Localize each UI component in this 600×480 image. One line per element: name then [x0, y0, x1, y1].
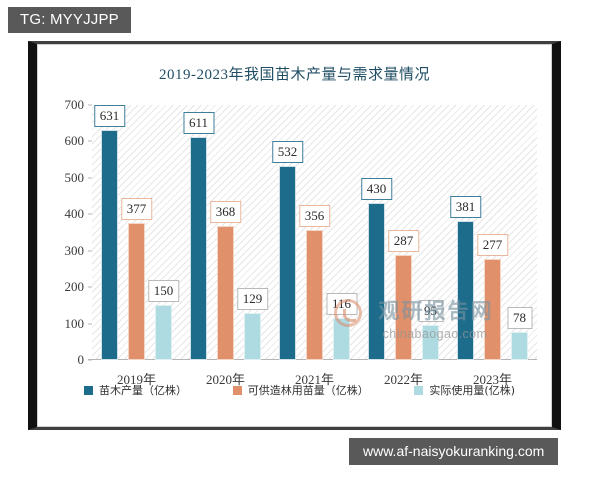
data-label: 150 — [147, 280, 180, 303]
bar-2019年-series1[interactable] — [128, 222, 145, 360]
legend-swatch-icon — [414, 385, 424, 395]
x-axis-tick-label: 2023年 — [472, 372, 513, 387]
footer-url: www.af-naisyokuranking.com — [349, 438, 559, 465]
plot-area: 0 100 200 300 400 500 600 700 631 377 150 611 368 12… — [65, 97, 537, 387]
legend-item-2[interactable]: 实际使用量(亿株) — [414, 382, 515, 398]
x-axis-tick-label: 2021年 — [294, 372, 335, 387]
y-axis-tick-label: 600 — [64, 133, 85, 149]
data-label: 95 — [418, 300, 443, 323]
bar-2022年-series2[interactable] — [422, 325, 439, 360]
y-axis-tick-label: 700 — [64, 97, 85, 112]
y-axis-tick-mark — [88, 140, 92, 142]
bar-2021年-series2[interactable] — [333, 317, 350, 360]
tg-tag: TG: MYYJJPP — [8, 7, 131, 33]
y-axis-tick-mark — [88, 250, 92, 252]
y-axis-tick-mark — [88, 286, 92, 288]
bar-2021年-series1[interactable] — [306, 230, 323, 360]
bar-2022年-series0[interactable] — [368, 203, 385, 360]
data-label: 430 — [360, 178, 393, 201]
legend-swatch-icon — [84, 385, 93, 395]
x-axis-tick-label: 2019年 — [116, 372, 157, 387]
y-axis-tick-label: 0 — [77, 352, 85, 367]
data-label: 381 — [449, 196, 482, 219]
chart-card: 2019-2023年我国苗木产量与需求量情况 0 100 200 300 400 500 6… — [28, 41, 561, 430]
bar-2020年-series2[interactable] — [244, 313, 261, 360]
bar-2021年-series0[interactable] — [279, 166, 296, 360]
bar-group: 430 287 95 — [359, 105, 448, 360]
y-axis-tick-mark — [88, 213, 92, 215]
data-label: 356 — [298, 205, 331, 228]
data-label: 377 — [120, 197, 153, 220]
bar-2019年-series0[interactable] — [101, 130, 118, 360]
bar-group: 631 377 150 — [92, 105, 181, 360]
data-label: 368 — [209, 200, 242, 223]
y-axis-tick-label: 100 — [64, 315, 85, 331]
data-label: 116 — [325, 292, 358, 315]
legend-label: 实际使用量(亿株) — [429, 384, 515, 397]
bar-group: 611 368 129 — [181, 105, 270, 360]
data-label: 287 — [387, 230, 420, 253]
legend-item-1[interactable]: 可供造林用苗量（亿株） — [232, 382, 369, 398]
data-label: 129 — [236, 288, 269, 311]
chart-legend: 苗木产量（亿株） 可供造林用苗量（亿株） 实际使用量(亿株) — [70, 377, 529, 403]
bar-2023年-series0[interactable] — [457, 221, 474, 360]
bar-2023年-series2[interactable] — [511, 331, 528, 360]
bar-group: 532 356 116 — [270, 105, 359, 360]
y-axis-tick-mark — [88, 104, 92, 106]
bar-2020年-series0[interactable] — [190, 137, 207, 360]
legend-label: 苗木产量（亿株） — [99, 384, 187, 397]
legend-label: 可供造林用苗量（亿株） — [247, 384, 369, 397]
data-label: 78 — [507, 306, 532, 329]
x-axis-tick-label: 2022年 — [383, 372, 424, 387]
data-label: 631 — [93, 105, 126, 128]
chart-card-inner: 2019-2023年我国苗木产量与需求量情况 0 100 200 300 400 500 6… — [37, 44, 552, 427]
data-label: 277 — [476, 234, 509, 257]
bar-2022年-series1[interactable] — [395, 255, 412, 360]
y-axis-tick-label: 200 — [64, 279, 85, 295]
data-label: 532 — [271, 141, 304, 164]
bar-group: 381 277 78 — [448, 105, 537, 360]
y-axis-tick-mark — [88, 177, 92, 179]
y-axis-tick-label: 400 — [64, 206, 85, 222]
bar-2019年-series2[interactable] — [155, 305, 172, 360]
page-title: 2019-2023年我国苗木产量与需求量情况 — [159, 67, 430, 83]
legend-swatch-icon — [232, 385, 242, 395]
bar-2020年-series1[interactable] — [217, 225, 234, 360]
data-label: 611 — [182, 112, 215, 135]
y-axis-tick-mark — [88, 323, 92, 325]
y-axis-tick-mark — [88, 359, 92, 361]
bar-2023年-series1[interactable] — [484, 259, 501, 360]
y-axis-tick-label: 500 — [64, 169, 85, 185]
x-axis-tick-label: 2020年 — [205, 372, 246, 387]
legend-item-0[interactable]: 苗木产量（亿株） — [84, 382, 187, 398]
y-axis-tick-label: 300 — [64, 242, 85, 258]
